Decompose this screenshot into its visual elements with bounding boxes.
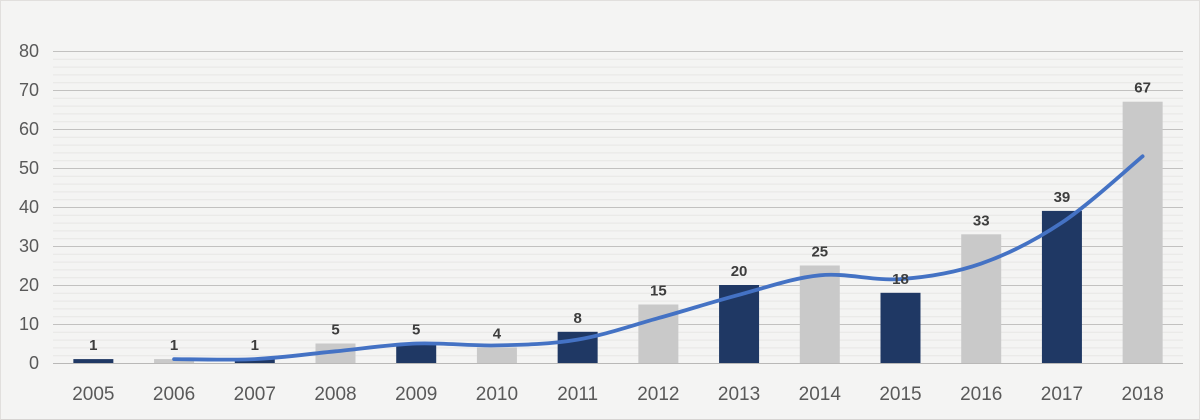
x-axis-label-2006: 2006 [153, 384, 195, 405]
bar-value-label: 1 [251, 337, 259, 354]
bar-2005[interactable] [73, 359, 114, 363]
minor-gridlines [53, 58, 1183, 357]
y-axis-label: 40 [19, 197, 39, 217]
bar-value-label: 20 [731, 263, 748, 280]
bar-value-label: 8 [573, 310, 581, 327]
y-axis-label: 20 [19, 275, 39, 295]
y-axis-label: 80 [19, 41, 39, 61]
bar-value-label: 1 [170, 337, 178, 354]
bar-value-label: 18 [892, 271, 909, 288]
y-axis-label: 0 [29, 353, 39, 373]
bar-value-label: 5 [331, 322, 339, 339]
bar-series [73, 101, 1163, 364]
x-axis-label-2017: 2017 [1041, 384, 1083, 405]
y-axis-label: 70 [19, 80, 39, 100]
bar-value-label: 39 [1054, 189, 1071, 206]
x-axis-label-2008: 2008 [314, 384, 356, 405]
y-axis-label: 50 [19, 158, 39, 178]
bar-value-label: 1 [89, 337, 97, 354]
trend-line[interactable] [172, 154, 1145, 362]
y-axis-label: 60 [19, 119, 39, 139]
x-axis-label-2016: 2016 [960, 384, 1002, 405]
bar-2016[interactable] [961, 234, 1002, 363]
x-axis-labels: 2005 2006 2007 2008 2009 2010 2011 2012 2013 2014… [72, 384, 1164, 405]
bar-2010[interactable] [476, 347, 517, 363]
bar-2015[interactable] [880, 292, 921, 363]
x-axis-label-2007: 2007 [234, 384, 276, 405]
y-axis-labels: 0 10 20 30 40 50 60 70 80 [19, 41, 39, 373]
bar-2014[interactable] [799, 265, 840, 364]
bar-value-label: 33 [973, 212, 990, 229]
y-axis-label: 30 [19, 236, 39, 256]
bar-2006[interactable] [154, 359, 195, 363]
bar-value-label: 67 [1134, 80, 1151, 97]
bar-value-label: 25 [811, 244, 828, 261]
x-axis-label-2005: 2005 [72, 384, 114, 405]
bar-2018[interactable] [1122, 101, 1163, 363]
x-axis-label-2015: 2015 [879, 384, 921, 405]
bar-value-label: 15 [650, 283, 667, 300]
x-axis-label-2010: 2010 [476, 384, 518, 405]
bar-value-label: 4 [493, 325, 502, 342]
x-axis-label-2012: 2012 [637, 384, 679, 405]
x-axis-label-2013: 2013 [718, 384, 760, 405]
bar-2017[interactable] [1041, 210, 1082, 363]
bar-value-label: 5 [412, 322, 420, 339]
x-axis-label-2011: 2011 [557, 384, 598, 405]
bar-2007[interactable] [234, 359, 275, 363]
x-axis-label-2014: 2014 [799, 384, 842, 405]
x-axis-label-2018: 2018 [1122, 384, 1164, 405]
x-axis-label-2009: 2009 [395, 384, 437, 405]
bar-2009[interactable] [396, 343, 437, 364]
y-axis-label: 10 [19, 314, 39, 334]
